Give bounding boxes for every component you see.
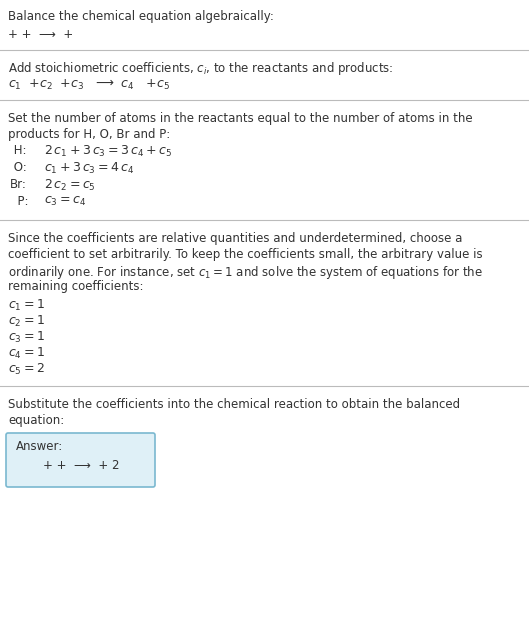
Text: $c_1$  +$c_2$  +$c_3$   ⟶  $c_4$   +$c_5$: $c_1$ +$c_2$ +$c_3$ ⟶ $c_4$ +$c_5$ <box>8 78 170 92</box>
Text: $c_1 + 3\,c_3 = 4\,c_4$: $c_1 + 3\,c_3 = 4\,c_4$ <box>44 161 134 176</box>
Text: $c_4 = 1$: $c_4 = 1$ <box>8 346 45 361</box>
Text: $2\,c_2 = c_5$: $2\,c_2 = c_5$ <box>44 178 96 193</box>
Text: H:: H: <box>10 144 26 157</box>
Text: $c_1 = 1$: $c_1 = 1$ <box>8 298 45 313</box>
Text: $c_3 = c_4$: $c_3 = c_4$ <box>44 195 86 208</box>
Text: Add stoichiometric coefficients, $c_i$, to the reactants and products:: Add stoichiometric coefficients, $c_i$, … <box>8 60 394 77</box>
Text: O:: O: <box>10 161 27 174</box>
Text: Answer:: Answer: <box>16 440 63 453</box>
Text: + +  ⟶  + 2: + + ⟶ + 2 <box>43 459 120 472</box>
Text: $c_2 = 1$: $c_2 = 1$ <box>8 314 45 329</box>
Text: equation:: equation: <box>8 414 64 427</box>
Text: $2\,c_1 + 3\,c_3 = 3\,c_4 + c_5$: $2\,c_1 + 3\,c_3 = 3\,c_4 + c_5$ <box>44 144 172 159</box>
Text: + +  ⟶  +: + + ⟶ + <box>8 28 73 41</box>
Text: ordinarily one. For instance, set $c_1 = 1$ and solve the system of equations fo: ordinarily one. For instance, set $c_1 =… <box>8 264 483 281</box>
Text: P:: P: <box>10 195 29 208</box>
Text: $c_3 = 1$: $c_3 = 1$ <box>8 330 45 345</box>
Text: Balance the chemical equation algebraically:: Balance the chemical equation algebraica… <box>8 10 274 23</box>
Text: Substitute the coefficients into the chemical reaction to obtain the balanced: Substitute the coefficients into the che… <box>8 398 460 411</box>
FancyBboxPatch shape <box>6 433 155 487</box>
Text: Set the number of atoms in the reactants equal to the number of atoms in the: Set the number of atoms in the reactants… <box>8 112 472 125</box>
Text: Br:: Br: <box>10 178 27 191</box>
Text: Since the coefficients are relative quantities and underdetermined, choose a: Since the coefficients are relative quan… <box>8 232 462 245</box>
Text: remaining coefficients:: remaining coefficients: <box>8 280 143 293</box>
Text: products for H, O, Br and P:: products for H, O, Br and P: <box>8 128 170 141</box>
Text: $c_5 = 2$: $c_5 = 2$ <box>8 362 45 377</box>
Text: coefficient to set arbitrarily. To keep the coefficients small, the arbitrary va: coefficient to set arbitrarily. To keep … <box>8 248 482 261</box>
